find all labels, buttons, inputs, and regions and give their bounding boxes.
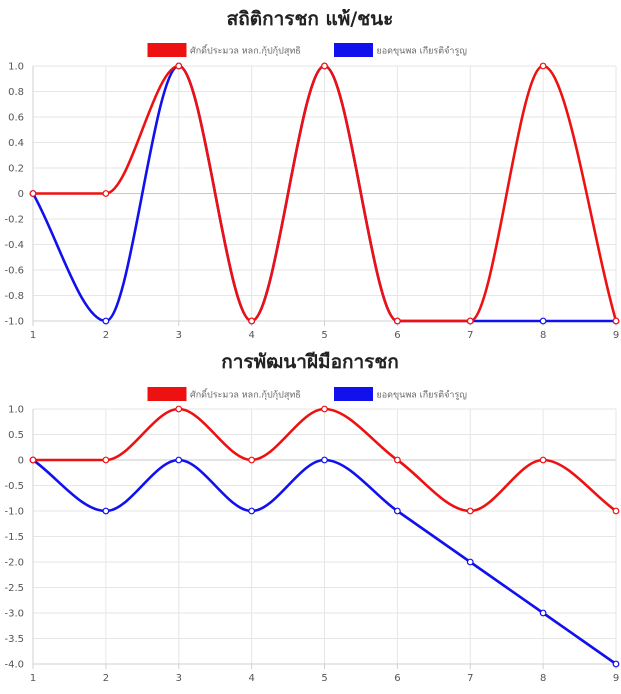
x-tick-label: 4 [248, 673, 254, 684]
series-1 [29, 405, 620, 515]
data-point[interactable] [175, 62, 183, 70]
data-point[interactable] [612, 507, 620, 515]
data-point[interactable] [466, 317, 474, 325]
y-tick-label: -4.0 [4, 660, 24, 671]
data-point[interactable] [102, 190, 110, 197]
y-tick-label: 1.0 [8, 62, 24, 73]
x-tick-label: 2 [103, 673, 109, 684]
data-point[interactable] [612, 660, 620, 668]
y-tick-label: 0.8 [8, 87, 24, 98]
legend-swatch [147, 43, 187, 57]
y-tick-label: -3.5 [4, 634, 24, 645]
data-point[interactable] [393, 507, 401, 515]
chart-title: การพัฒนาฝีมือการชก [221, 351, 399, 373]
legend-label: ศักดิ์ประมวล หลก.กุ้ปกุ้ปสุทธิ [190, 44, 301, 57]
y-tick-label: -0.6 [4, 266, 24, 277]
data-point[interactable] [175, 405, 183, 413]
gridlines [32, 65, 617, 326]
x-tick-label: 2 [103, 330, 109, 341]
y-tick-label: -1.0 [4, 317, 24, 328]
data-point[interactable] [248, 317, 256, 325]
data-point[interactable] [612, 317, 620, 325]
x-tick-label: 7 [467, 330, 473, 341]
legend-item[interactable]: ยอดขุนพล เกียรติจำรูญ [334, 43, 468, 57]
legend-swatch [147, 387, 187, 401]
y-tick-label: -1.0 [4, 507, 24, 518]
data-point[interactable] [539, 456, 547, 464]
data-point[interactable] [539, 317, 547, 325]
y-tick-label: 0.5 [8, 430, 24, 441]
x-tick-label: 1 [30, 673, 36, 684]
legend-label: ยอดขุนพล เกียรติจำรูญ [377, 46, 468, 57]
y-tick-label: 0.4 [8, 138, 24, 149]
y-tick-label: -3.0 [4, 609, 24, 620]
data-point[interactable] [393, 317, 401, 325]
x-tick-label: 9 [613, 330, 619, 341]
y-tick-label: -0.5 [4, 481, 24, 492]
data-point[interactable] [248, 507, 256, 515]
legend: ศักดิ์ประมวล หลก.กุ้ปกุ้ปสุทธิ ยอดขุนพล เ… [147, 387, 468, 401]
data-point[interactable] [466, 507, 474, 515]
data-point[interactable] [102, 456, 110, 464]
y-tick-label: -0.8 [4, 291, 24, 302]
legend-item[interactable]: ศักดิ์ประมวล หลก.กุ้ปกุ้ปสุทธิ [147, 43, 301, 57]
y-tick-label: 0 [18, 456, 24, 467]
data-point[interactable] [248, 456, 256, 464]
y-tick-label: -2.5 [4, 583, 24, 594]
x-tick-label: 7 [467, 673, 473, 684]
x-tick-label: 8 [540, 673, 546, 684]
x-tick-label: 9 [613, 673, 619, 684]
x-tick-label: 1 [30, 330, 36, 341]
x-tick-label: 5 [321, 673, 327, 684]
y-tick-label: 0.2 [8, 164, 24, 175]
series-line [31, 458, 618, 666]
data-point[interactable] [175, 456, 183, 464]
data-point[interactable] [539, 609, 547, 617]
legend: ศักดิ์ประมวล หลก.กุ้ปกุ้ปสุทธิ ยอดขุนพล เ… [147, 43, 468, 57]
skill-development-chart: การพัฒนาฝีมือการชก ศักดิ์ประมวล หลก.กุ้ป… [4, 351, 620, 684]
chart-title: สถิติการชก แพ้/ชนะ [227, 8, 394, 30]
legend-swatch [334, 387, 373, 401]
legend-item[interactable]: ศักดิ์ประมวล หลก.กุ้ปกุ้ปสุทธิ [147, 387, 301, 401]
x-tick-label: 3 [176, 330, 182, 341]
legend-label: ศักดิ์ประมวล หลก.กุ้ปกุ้ปสุทธิ [190, 388, 301, 401]
y-tick-label: 0 [18, 189, 24, 200]
data-point[interactable] [539, 62, 547, 70]
win-loss-chart: สถิติการชก แพ้/ชนะ ศักดิ์ประมวล หลก.กุ้ป… [4, 8, 620, 341]
x-tick-label: 8 [540, 330, 546, 341]
y-tick-label: 1.0 [8, 405, 24, 416]
y-tick-label: -2.0 [4, 558, 24, 569]
data-point[interactable] [102, 507, 110, 515]
data-point[interactable] [321, 62, 328, 70]
data-point[interactable] [29, 456, 37, 464]
legend-item[interactable]: ยอดขุนพล เกียรติจำรูญ [334, 387, 468, 401]
data-point[interactable] [102, 317, 110, 325]
legend-label: ยอดขุนพล เกียรติจำรูญ [377, 390, 468, 401]
x-tick-label: 6 [394, 330, 400, 341]
y-tick-label: -0.2 [4, 215, 24, 226]
series-1 [29, 62, 620, 325]
data-point[interactable] [321, 456, 328, 464]
y-tick-label: 0.6 [8, 113, 24, 124]
data-point[interactable] [321, 405, 328, 413]
x-tick-label: 3 [176, 673, 182, 684]
x-tick-label: 6 [394, 673, 400, 684]
y-tick-label: -1.5 [4, 532, 24, 543]
data-point[interactable] [29, 190, 37, 197]
x-tick-label: 4 [248, 330, 254, 341]
gridlines [32, 408, 617, 669]
x-tick-label: 5 [321, 330, 327, 341]
legend-swatch [334, 43, 373, 57]
data-point[interactable] [393, 456, 401, 464]
data-point[interactable] [466, 558, 474, 566]
y-tick-label: -0.4 [4, 240, 24, 251]
